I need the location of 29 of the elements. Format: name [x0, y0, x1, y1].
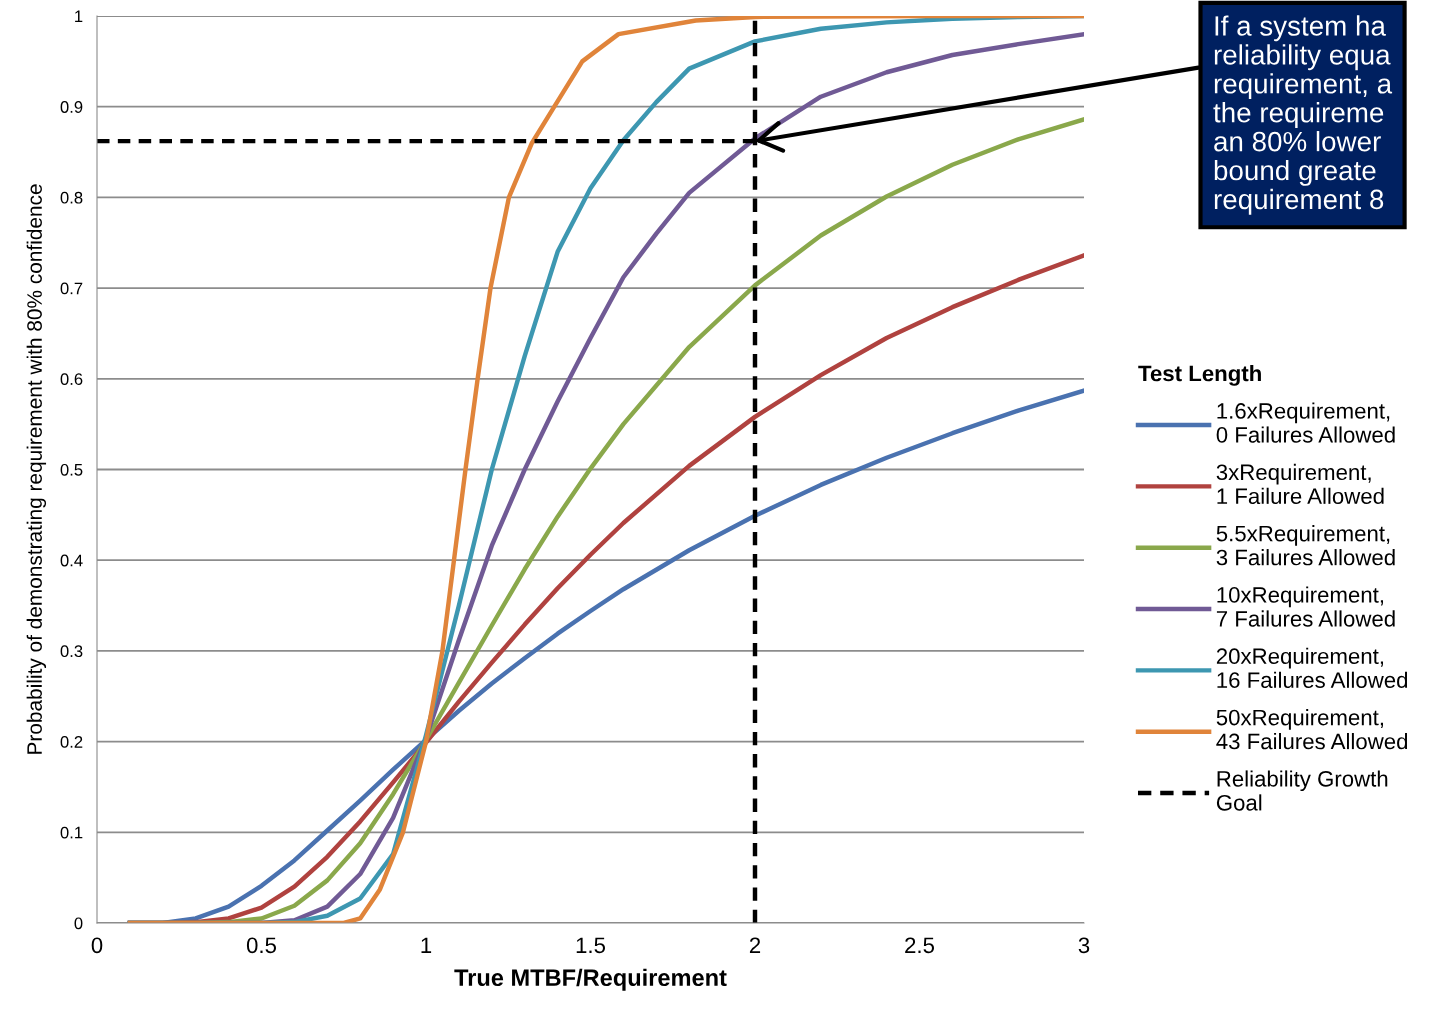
y-tick-label: 0.9 [60, 101, 83, 113]
legend-label: 10xRequirement, 7 Failures Allowed [1216, 586, 1395, 627]
x-tick-label: 0 [91, 937, 103, 954]
annotation: If a system ha reliability equa requirement, a the requireme an 80% lower bound greate requirement 8 [1213, 15, 1393, 215]
legend-title: Test Length [1138, 365, 1261, 386]
legend-label: Reliability Growth Goal [1216, 770, 1388, 811]
y-tick-label: 0.6 [60, 373, 83, 385]
y-tick-label: 0.4 [60, 554, 83, 567]
y-tick-label: 0.1 [60, 826, 83, 839]
legend-label: 50xRequirement, 43 Failures Allowed [1216, 709, 1408, 750]
y-tick-label: 0.2 [60, 736, 83, 748]
y-axis-title: Probability of demonstrating requirement with 80% confidence [26, 184, 47, 754]
y-tick-label: 1 [75, 10, 83, 23]
x-tick-label: 2 [749, 937, 761, 953]
x-tick-label: 1 [421, 937, 432, 953]
x-tick-label: 2.5 [905, 937, 935, 954]
x-axis-title: True MTBF/Requirement [454, 968, 727, 991]
y-tick-label: 0 [74, 917, 83, 930]
legend-label: 20xRequirement, 16 Failures Allowed [1216, 647, 1408, 689]
y-tick-label: 0.8 [60, 191, 83, 204]
legend-label: 3xRequirement, 1 Failure Allowed [1216, 463, 1384, 505]
legend-label: 1.6xRequirement, 0 Failures Allowed [1216, 402, 1395, 443]
y-tick-label: 0.3 [60, 645, 83, 658]
x-tick-label: 3 [1078, 937, 1090, 954]
x-tick-label: 0.5 [246, 937, 277, 954]
y-tick-label: 0.5 [60, 463, 83, 476]
y-tick-label: 0.7 [60, 282, 83, 295]
legend-label: 5.5xRequirement, 3 Failures Allowed [1216, 525, 1395, 566]
x-tick-label: 1.5 [576, 937, 606, 954]
